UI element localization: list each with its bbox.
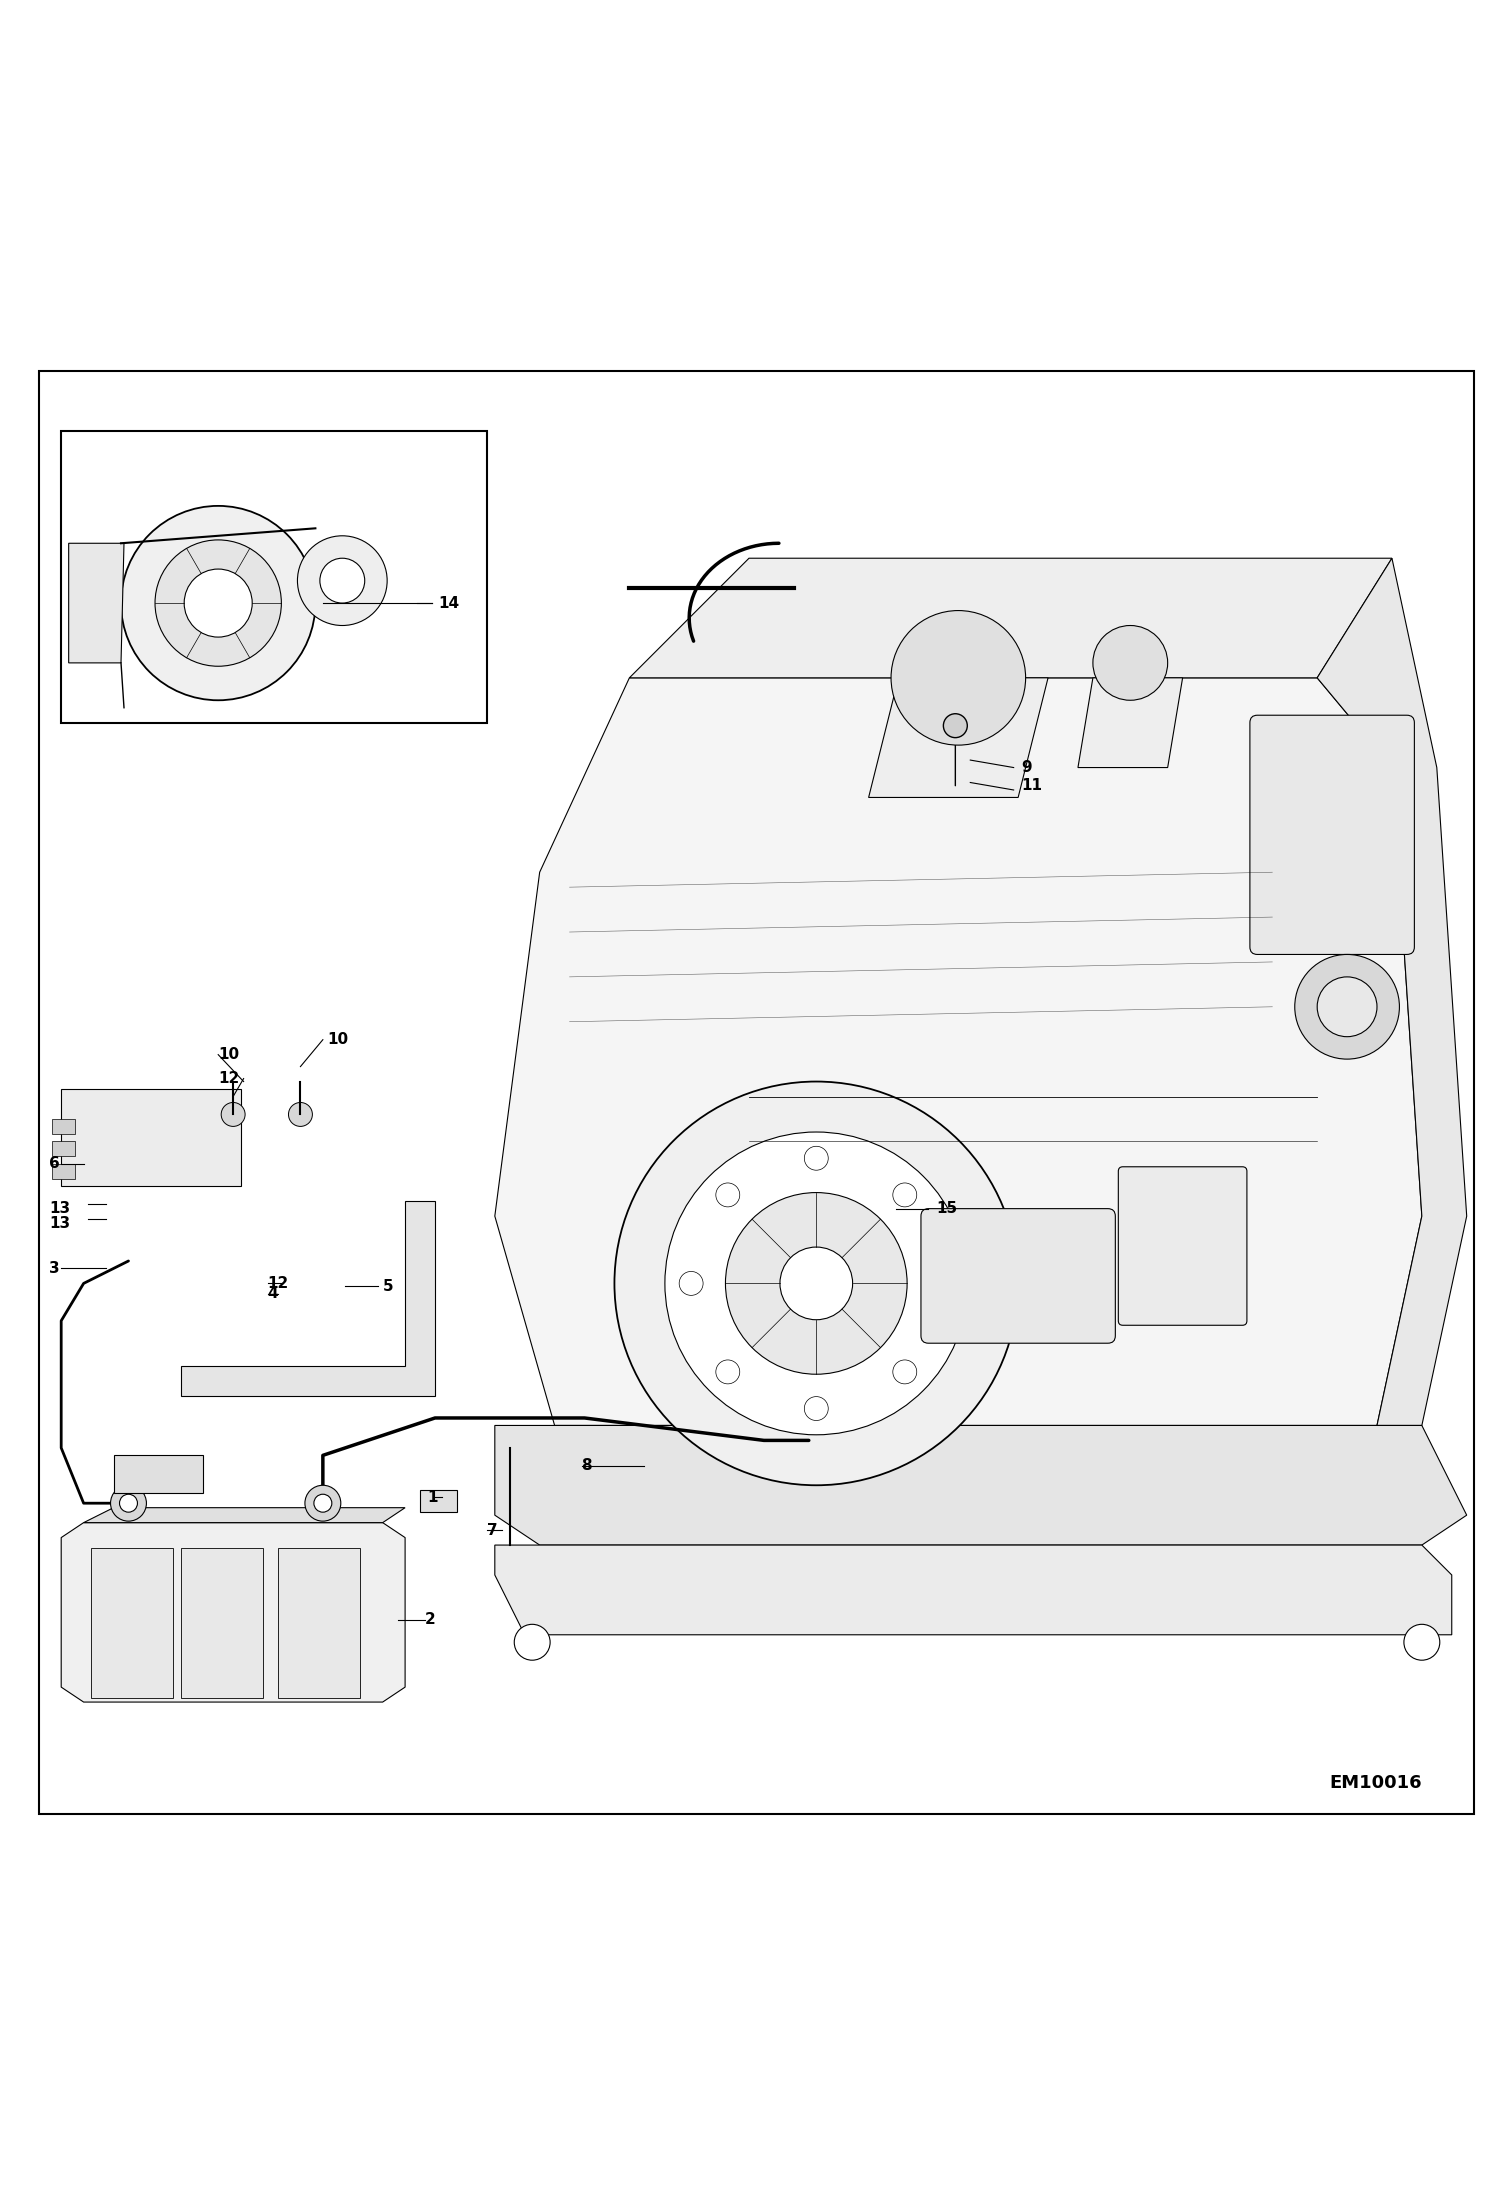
Polygon shape: [494, 1546, 1452, 1634]
Text: 8: 8: [581, 1458, 592, 1474]
Circle shape: [1294, 954, 1399, 1059]
Text: 12: 12: [268, 1276, 289, 1292]
Circle shape: [1094, 625, 1167, 700]
Polygon shape: [61, 1522, 404, 1702]
FancyBboxPatch shape: [1119, 1167, 1246, 1325]
Polygon shape: [494, 1425, 1467, 1546]
Text: 2: 2: [424, 1612, 436, 1627]
Circle shape: [111, 1485, 147, 1522]
Text: 10: 10: [328, 1033, 349, 1048]
Circle shape: [804, 1147, 828, 1171]
Circle shape: [514, 1625, 550, 1660]
Bar: [52, 1118, 75, 1134]
FancyBboxPatch shape: [1249, 715, 1414, 954]
Text: 5: 5: [382, 1279, 394, 1294]
Circle shape: [321, 559, 364, 603]
Circle shape: [121, 507, 316, 700]
Circle shape: [665, 1132, 968, 1434]
Text: 13: 13: [49, 1217, 70, 1230]
Text: 4: 4: [268, 1287, 279, 1300]
Text: 13: 13: [49, 1202, 70, 1217]
FancyBboxPatch shape: [921, 1208, 1116, 1342]
Circle shape: [679, 1272, 703, 1296]
Bar: [52, 1140, 75, 1156]
Polygon shape: [84, 1507, 404, 1522]
Polygon shape: [1317, 559, 1467, 1425]
Polygon shape: [69, 544, 124, 662]
Circle shape: [893, 1360, 917, 1384]
Circle shape: [725, 1193, 908, 1375]
Bar: [114, 1456, 204, 1493]
Text: 11: 11: [1022, 779, 1043, 794]
Circle shape: [154, 539, 282, 667]
Circle shape: [315, 1493, 333, 1513]
Circle shape: [298, 535, 386, 625]
Circle shape: [306, 1485, 342, 1522]
Circle shape: [614, 1081, 1019, 1485]
Polygon shape: [629, 559, 1392, 678]
Circle shape: [944, 713, 968, 737]
Polygon shape: [1079, 678, 1182, 768]
Bar: [52, 1164, 75, 1178]
Text: 3: 3: [49, 1261, 60, 1276]
Bar: [181, 1548, 264, 1697]
Circle shape: [893, 1182, 917, 1206]
Circle shape: [716, 1360, 740, 1384]
Circle shape: [929, 1272, 953, 1296]
Text: 1: 1: [427, 1489, 437, 1504]
Circle shape: [804, 1397, 828, 1421]
Text: 14: 14: [437, 596, 458, 610]
Circle shape: [716, 1182, 740, 1206]
Circle shape: [1404, 1625, 1440, 1660]
Text: 10: 10: [219, 1046, 240, 1061]
Circle shape: [891, 610, 1026, 746]
Polygon shape: [869, 678, 1049, 798]
Text: 6: 6: [49, 1156, 60, 1171]
Bar: [419, 1489, 457, 1513]
Circle shape: [120, 1493, 138, 1513]
Text: 15: 15: [936, 1202, 957, 1217]
Text: 7: 7: [487, 1522, 497, 1537]
Text: EM10016: EM10016: [1329, 1774, 1422, 1792]
Bar: [61, 432, 487, 724]
Circle shape: [222, 1103, 246, 1127]
Polygon shape: [181, 1202, 434, 1395]
Polygon shape: [494, 678, 1422, 1425]
Text: 12: 12: [219, 1070, 240, 1086]
Bar: [279, 1548, 360, 1697]
Circle shape: [1317, 976, 1377, 1037]
Circle shape: [184, 568, 252, 638]
Text: 9: 9: [1022, 761, 1032, 774]
Circle shape: [780, 1248, 852, 1320]
Bar: [61, 1090, 241, 1186]
Circle shape: [289, 1103, 313, 1127]
Bar: [91, 1548, 174, 1697]
